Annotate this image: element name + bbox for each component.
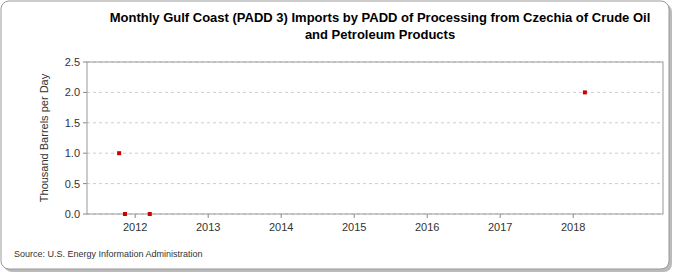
x-tick-label: 2015 [342, 221, 366, 233]
point [117, 151, 121, 155]
grid-line [87, 153, 663, 154]
x-tick [135, 214, 136, 218]
y-tick [83, 214, 87, 215]
point [123, 212, 127, 216]
grid-line [87, 122, 663, 123]
title-line: Monthly Gulf Coast (PADD 3) Imports by P… [110, 10, 651, 25]
x-tick-label: 2013 [196, 221, 220, 233]
x-tick [427, 214, 428, 218]
x-tick-label: 2014 [269, 221, 293, 233]
y-tick-label: 0.0 [65, 208, 80, 220]
x-tick [354, 214, 355, 218]
x-tick [281, 214, 282, 218]
marks [117, 90, 587, 216]
x-tick [573, 214, 574, 218]
title-line: and Petroleum Products [305, 27, 455, 42]
y-tick [83, 183, 87, 184]
y-tick-label: 2.0 [65, 86, 80, 98]
y-tick-label: 1.5 [65, 117, 80, 129]
y-tick [83, 122, 87, 123]
frame [1, 1, 669, 269]
y-tick-label: 2.5 [65, 56, 80, 68]
chart: Monthly Gulf Coast (PADD 3) Imports by P… [0, 0, 675, 275]
x-tick-label: 2017 [488, 221, 512, 233]
grid-line [87, 183, 663, 184]
x-tick [208, 214, 209, 218]
y-tick-label: 1.0 [65, 147, 80, 159]
x-tick [500, 214, 501, 218]
y-tick-label: 0.5 [65, 178, 80, 190]
source: Source: U.S. Energy Information Administ… [14, 249, 203, 259]
x-tick-label: 2018 [561, 221, 585, 233]
x-tick-label: 2016 [415, 221, 439, 233]
y-tick [83, 92, 87, 93]
y-tick [83, 62, 87, 63]
plot-frame [87, 62, 663, 214]
point [583, 90, 587, 94]
x-tick-label: 2012 [123, 221, 147, 233]
y-tick [83, 153, 87, 154]
y-axis-label: Thousand Barrels per Day [38, 73, 50, 202]
point [148, 212, 152, 216]
title: Monthly Gulf Coast (PADD 3) Imports by P… [110, 10, 651, 42]
grid-line [87, 92, 663, 93]
